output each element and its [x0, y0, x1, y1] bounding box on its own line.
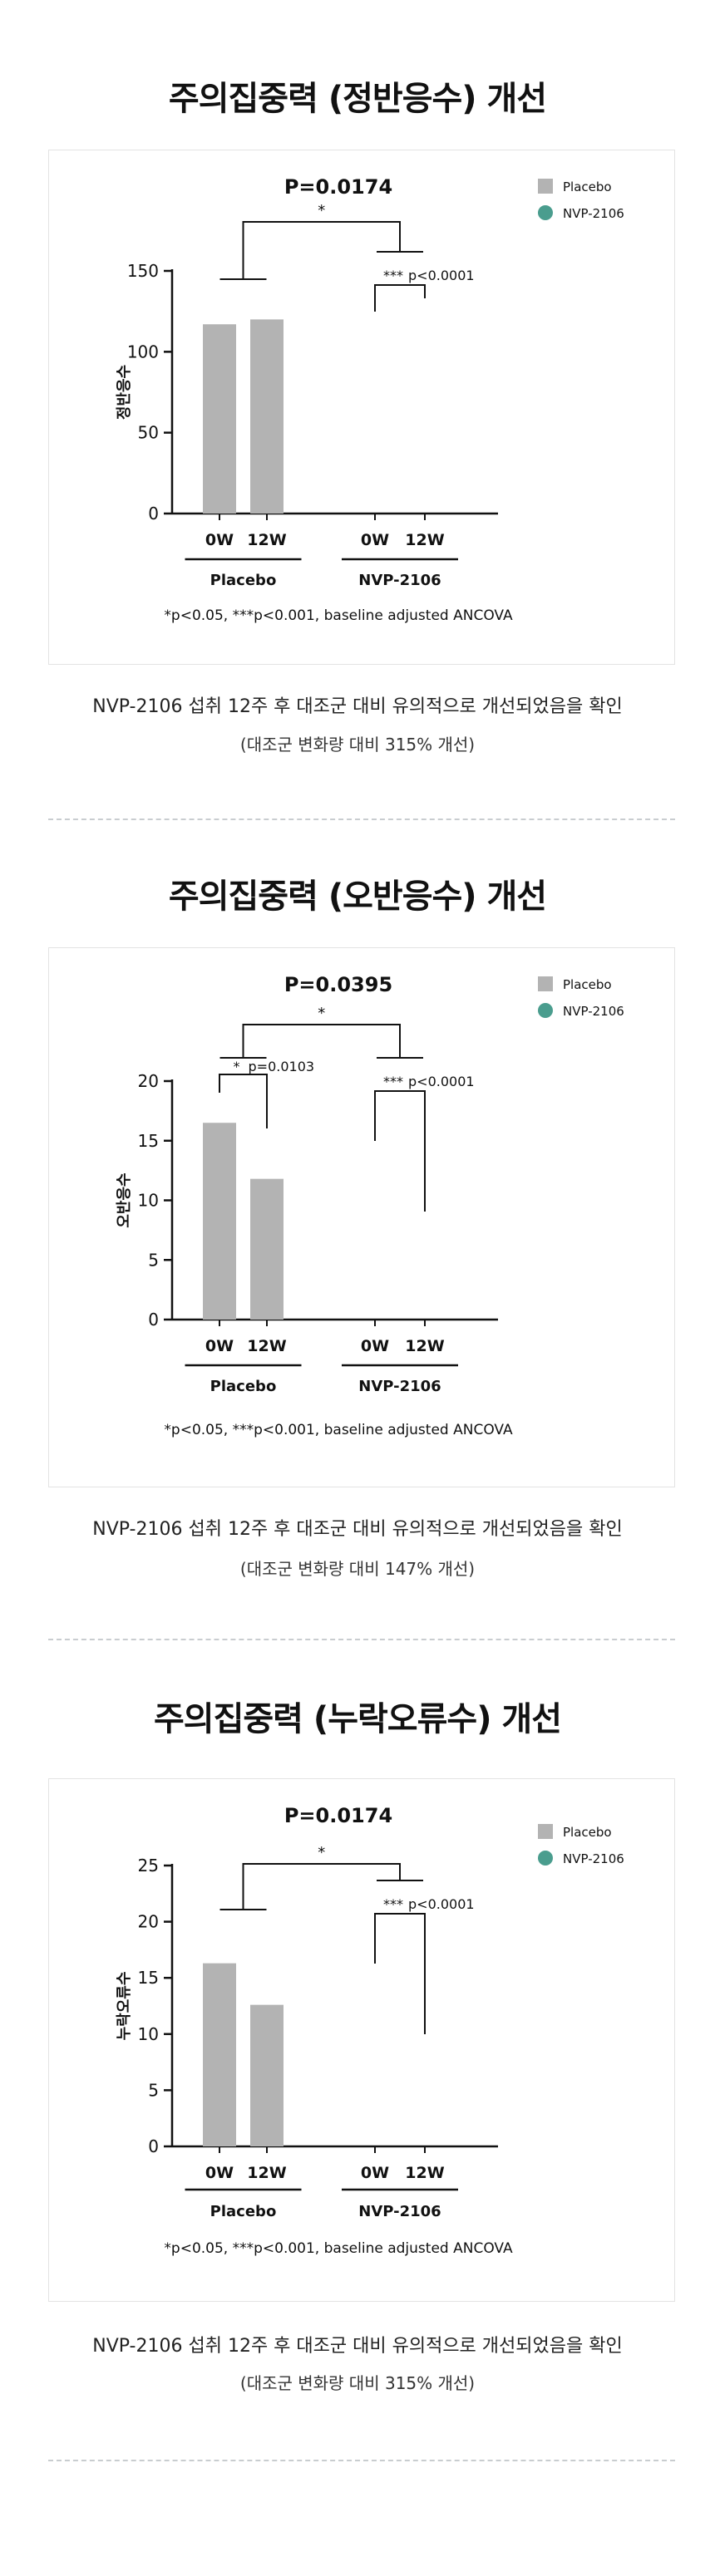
legend-label-1: NVP-2106 [563, 1004, 624, 1019]
group-label-0: Placebo [210, 572, 277, 589]
y-tick-label: 5 [148, 2080, 159, 2100]
legend-swatch-1 [538, 1003, 553, 1018]
bar-placebo-0w [203, 324, 236, 514]
chart-footnote: *p<0.05, ***p<0.001, baseline adjusted A… [164, 607, 513, 624]
within-nvp-p: p<0.0001 [408, 1074, 475, 1089]
y-tick-label: 20 [138, 1071, 159, 1091]
group-label-1: NVP-2106 [358, 1378, 441, 1395]
description-1: NVP-2106 섭취 12주 후 대조군 대비 유의적으로 개선되었음을 확인 [92, 696, 623, 717]
bracket-between-groups [242, 1863, 401, 1910]
section-divider-1 [48, 819, 675, 820]
x-tick-label: 0W [205, 1337, 234, 1355]
bracket-within-nvp [374, 1913, 426, 2034]
x-tick-label: 12W [405, 1337, 444, 1355]
y-tick-label: 10 [138, 2024, 159, 2044]
group-label-1: NVP-2106 [358, 2203, 441, 2220]
within-nvp-p: p<0.0001 [408, 268, 475, 283]
legend-swatch-0 [538, 1824, 553, 1839]
legend-swatch-1 [538, 1851, 553, 1866]
legend-label-0: Placebo [563, 179, 612, 194]
within-placebo-p: p=0.0103 [249, 1059, 315, 1074]
bracket-between-groups [242, 221, 401, 279]
chart-footnote: *p<0.05, ***p<0.001, baseline adjusted A… [164, 1422, 513, 1438]
within-placebo-sig: * [234, 1059, 240, 1074]
y-tick-label: 15 [138, 1968, 159, 1988]
y-axis-label: 누락오류수 [116, 1972, 133, 2041]
subnote-3: (대조군 변화량 대비 315% 개선) [239, 2373, 476, 2393]
x-tick-label: 0W [361, 1337, 389, 1355]
chart-card-2: P=0.0395 Placebo NVP-2106 0 5 10 15 20 오반응수 0W 12W… [48, 947, 675, 1487]
chart-card-3: P=0.0174 Placebo NVP-2106 0 5 10 15 20 25 누락오류수 0W… [48, 1778, 675, 2302]
legend-swatch-0 [538, 179, 553, 194]
between-group-sig: * [318, 202, 325, 219]
y-axis-label: 오반응수 [116, 1172, 133, 1227]
x-tick-label: 0W [361, 531, 389, 549]
x-tick-label: 12W [247, 2164, 286, 2182]
chart-title: P=0.0174 [284, 175, 392, 199]
description-3: NVP-2106 섭취 12주 후 대조군 대비 유의적으로 개선되었음을 확인 [92, 2336, 623, 2357]
x-tick-label: 0W [205, 2164, 234, 2182]
group-label-1: NVP-2106 [358, 572, 441, 589]
y-tick-label: 25 [138, 1856, 159, 1875]
section-divider-3 [48, 2460, 675, 2461]
section-title-3: 주의집중력 (누락오류수) 개선 [153, 1700, 562, 1738]
chart-title: P=0.0174 [284, 1804, 392, 1827]
subnote-1: (대조군 변화량 대비 315% 개선) [239, 735, 476, 755]
bracket-within-nvp [374, 284, 426, 312]
y-tick-label: 0 [148, 1310, 159, 1330]
x-tick-label: 0W [361, 2164, 389, 2182]
x-tick-label: 12W [247, 531, 286, 549]
bracket-between-groups [242, 1024, 401, 1058]
y-tick-label: 150 [127, 261, 159, 281]
within-nvp-sig: *** [383, 1896, 403, 1912]
legend-label-1: NVP-2106 [563, 1851, 624, 1866]
y-tick-label: 15 [138, 1131, 159, 1151]
bar-placebo-0w [203, 1123, 236, 1320]
legend-swatch-1 [538, 205, 553, 220]
y-tick-label: 20 [138, 1912, 159, 1932]
x-tick-label: 12W [405, 2164, 444, 2182]
bracket-within-placebo [219, 1074, 268, 1128]
x-tick-label: 12W [405, 531, 444, 549]
group-label-0: Placebo [210, 1378, 277, 1395]
section-divider-2 [48, 1639, 675, 1640]
legend-label-1: NVP-2106 [563, 206, 624, 221]
within-nvp-sig: *** [383, 1074, 403, 1089]
bar-placebo-12w [250, 1178, 284, 1320]
y-tick-label: 50 [138, 423, 159, 443]
chart-1: P=0.0174 Placebo NVP-2106 0 50 100 150 정반응수 0W 12… [116, 175, 624, 624]
y-tick-label: 0 [148, 504, 159, 524]
section-title-1: 주의집중력 (정반응수) 개선 [168, 80, 547, 118]
subnote-2: (대조군 변화량 대비 147% 개선) [239, 1559, 476, 1579]
bracket-within-nvp [374, 1090, 426, 1212]
y-tick-label: 100 [127, 342, 159, 361]
within-nvp-p: p<0.0001 [408, 1896, 475, 1912]
within-nvp-sig: *** [383, 268, 403, 283]
x-tick-label: 0W [205, 531, 234, 549]
chart-footnote: *p<0.05, ***p<0.001, baseline adjusted A… [164, 2240, 513, 2257]
legend-label-0: Placebo [563, 1825, 612, 1840]
y-axis-label: 정반응수 [116, 365, 133, 420]
between-group-sig: * [318, 1005, 325, 1022]
chart-card-1: P=0.0174 Placebo NVP-2106 0 50 100 150 정반응수 0W 12… [48, 150, 675, 665]
description-2: NVP-2106 섭취 12주 후 대조군 대비 유의적으로 개선되었음을 확인 [92, 1519, 623, 1540]
bar-placebo-12w [250, 2004, 284, 2146]
section-title-2: 주의집중력 (오반응수) 개선 [168, 878, 547, 916]
y-tick-label: 0 [148, 2136, 159, 2156]
between-group-sig: * [318, 1844, 325, 1861]
bar-placebo-12w [250, 319, 284, 514]
chart-2: P=0.0395 Placebo NVP-2106 0 5 10 15 20 오반응수 0W 12W… [116, 973, 624, 1438]
legend-swatch-0 [538, 976, 553, 991]
legend-label-0: Placebo [563, 977, 612, 992]
group-label-0: Placebo [210, 2203, 277, 2220]
y-tick-label: 10 [138, 1191, 159, 1211]
y-tick-label: 5 [148, 1250, 159, 1270]
chart-3: P=0.0174 Placebo NVP-2106 0 5 10 15 20 25 누락오류수 0W… [116, 1804, 624, 2257]
bar-placebo-0w [203, 1963, 236, 2146]
x-tick-label: 12W [247, 1337, 286, 1355]
chart-title: P=0.0395 [284, 973, 392, 996]
